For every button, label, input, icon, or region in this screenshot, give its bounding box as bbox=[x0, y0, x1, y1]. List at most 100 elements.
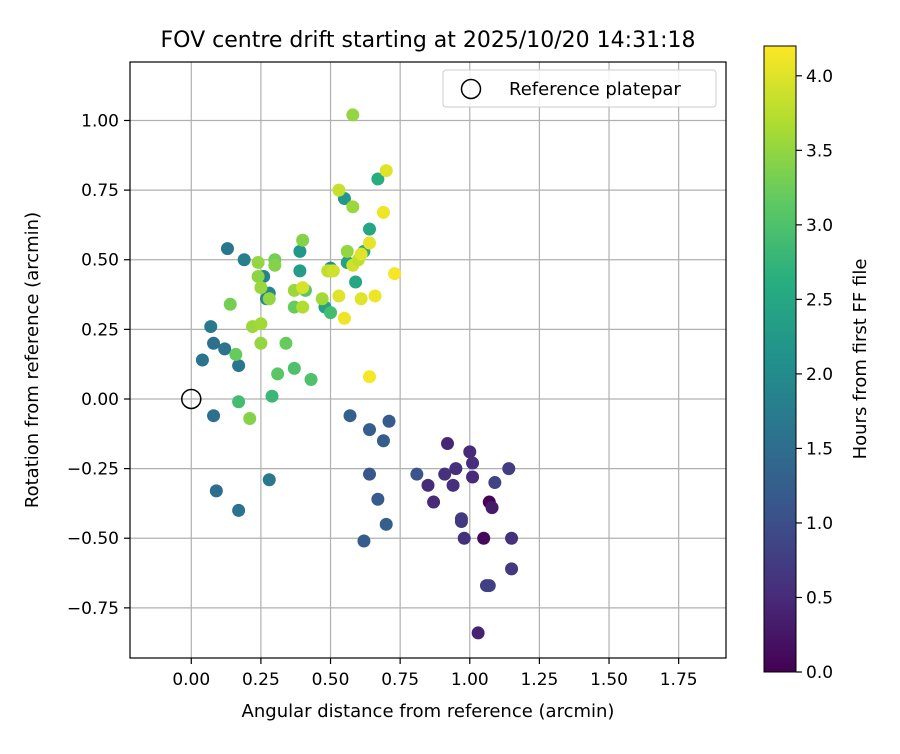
y-tick-label: 1.00 bbox=[81, 111, 119, 131]
grid bbox=[130, 62, 726, 658]
data-point bbox=[357, 534, 371, 548]
data-point bbox=[438, 467, 452, 481]
data-point bbox=[466, 470, 480, 484]
data-point bbox=[382, 414, 396, 428]
y-tick-label: 0.25 bbox=[81, 320, 119, 340]
data-point bbox=[207, 336, 221, 350]
data-point bbox=[346, 200, 360, 214]
x-tick-label: 1.25 bbox=[520, 670, 558, 690]
y-tick-label: −0.75 bbox=[67, 599, 119, 619]
data-point bbox=[479, 579, 493, 593]
data-point bbox=[204, 320, 218, 334]
x-tick-label: 0.75 bbox=[381, 670, 419, 690]
data-point bbox=[463, 445, 477, 459]
plot-frame bbox=[129, 61, 727, 659]
data-point bbox=[340, 244, 354, 258]
data-point bbox=[265, 389, 279, 403]
data-point bbox=[354, 247, 368, 261]
data-point bbox=[254, 281, 268, 295]
y-tick-label: 0.50 bbox=[81, 251, 119, 271]
data-point bbox=[371, 172, 385, 186]
x-tick-label: 1.00 bbox=[451, 670, 489, 690]
data-point bbox=[449, 462, 463, 476]
data-point bbox=[232, 395, 246, 409]
data-point bbox=[488, 476, 502, 490]
y-axis-label: Rotation from reference (arcmin) bbox=[22, 212, 43, 508]
data-point bbox=[293, 264, 307, 278]
data-point bbox=[505, 562, 519, 576]
data-point bbox=[209, 484, 223, 498]
colorbar-tick-label: 3.0 bbox=[806, 216, 833, 236]
data-point bbox=[296, 300, 310, 314]
legend-label: Reference platepar bbox=[509, 79, 681, 100]
data-point bbox=[371, 492, 385, 506]
x-axis-label: Angular distance from reference (arcmin) bbox=[242, 701, 615, 722]
colorbar-tick-label: 2.0 bbox=[806, 365, 833, 385]
data-point bbox=[315, 292, 329, 306]
data-point bbox=[349, 275, 363, 289]
data-point bbox=[254, 336, 268, 350]
data-point bbox=[502, 462, 516, 476]
data-point bbox=[379, 164, 393, 178]
data-point bbox=[332, 289, 346, 303]
data-point bbox=[368, 289, 382, 303]
data-point bbox=[279, 336, 293, 350]
data-point bbox=[254, 317, 268, 331]
colorbar-label: Hours from first FF file bbox=[850, 259, 871, 460]
data-point bbox=[262, 473, 276, 487]
data-point bbox=[410, 467, 424, 481]
x-tick-label: 1.75 bbox=[660, 670, 698, 690]
data-point bbox=[466, 456, 480, 470]
data-point bbox=[440, 437, 454, 451]
colorbar-gradient bbox=[763, 45, 797, 673]
y-axis-ticks: −0.75 −0.50 −0.25 0.00 0.25 0.50 0.75 1.00 bbox=[67, 111, 130, 619]
data-point bbox=[505, 531, 519, 545]
colorbar-tick-label: 2.5 bbox=[806, 290, 833, 310]
data-point bbox=[326, 264, 340, 278]
data-point bbox=[363, 423, 377, 437]
data-point bbox=[232, 503, 246, 517]
data-point bbox=[363, 370, 377, 384]
data-point bbox=[195, 353, 209, 367]
y-tick-label: −0.25 bbox=[67, 460, 119, 480]
data-point bbox=[343, 409, 357, 423]
colorbar-tick-label: 0.5 bbox=[806, 588, 833, 608]
y-tick-label: −0.50 bbox=[67, 529, 119, 549]
data-point bbox=[223, 297, 237, 311]
colorbar-ticks: 0.0 0.5 1.0 1.5 2.0 2.5 3.0 3.5 4.0 bbox=[796, 67, 833, 683]
data-point bbox=[271, 367, 285, 381]
x-tick-label: 0.50 bbox=[312, 670, 350, 690]
legend-box bbox=[442, 69, 717, 108]
data-point bbox=[471, 626, 485, 640]
x-tick-label: 0.00 bbox=[172, 670, 210, 690]
y-tick-label: 0.00 bbox=[81, 390, 119, 410]
data-point bbox=[232, 359, 246, 373]
reference-marker bbox=[181, 388, 202, 410]
data-point bbox=[421, 478, 435, 492]
data-point bbox=[363, 467, 377, 481]
data-point bbox=[427, 495, 441, 509]
legend-marker bbox=[460, 78, 482, 100]
data-point bbox=[354, 292, 368, 306]
data-point bbox=[363, 236, 377, 250]
data-point bbox=[268, 258, 282, 272]
data-point bbox=[477, 531, 491, 545]
data-point bbox=[207, 409, 221, 423]
colorbar-tick-label: 0.0 bbox=[806, 663, 833, 683]
data-point bbox=[243, 411, 257, 425]
data-points bbox=[195, 108, 519, 640]
colorbar-tick-label: 4.0 bbox=[806, 67, 833, 87]
data-point bbox=[388, 267, 402, 281]
data-point bbox=[363, 222, 377, 236]
data-point bbox=[376, 434, 390, 448]
legend: Reference platepar bbox=[442, 69, 717, 108]
data-point bbox=[457, 531, 471, 545]
x-tick-label: 0.25 bbox=[242, 670, 280, 690]
data-point bbox=[296, 233, 310, 247]
data-point bbox=[304, 372, 318, 386]
colorbar-tick-label: 1.5 bbox=[806, 439, 833, 459]
x-tick-label: 1.50 bbox=[590, 670, 628, 690]
data-point bbox=[446, 478, 460, 492]
colorbar-tick-label: 1.0 bbox=[806, 514, 833, 534]
